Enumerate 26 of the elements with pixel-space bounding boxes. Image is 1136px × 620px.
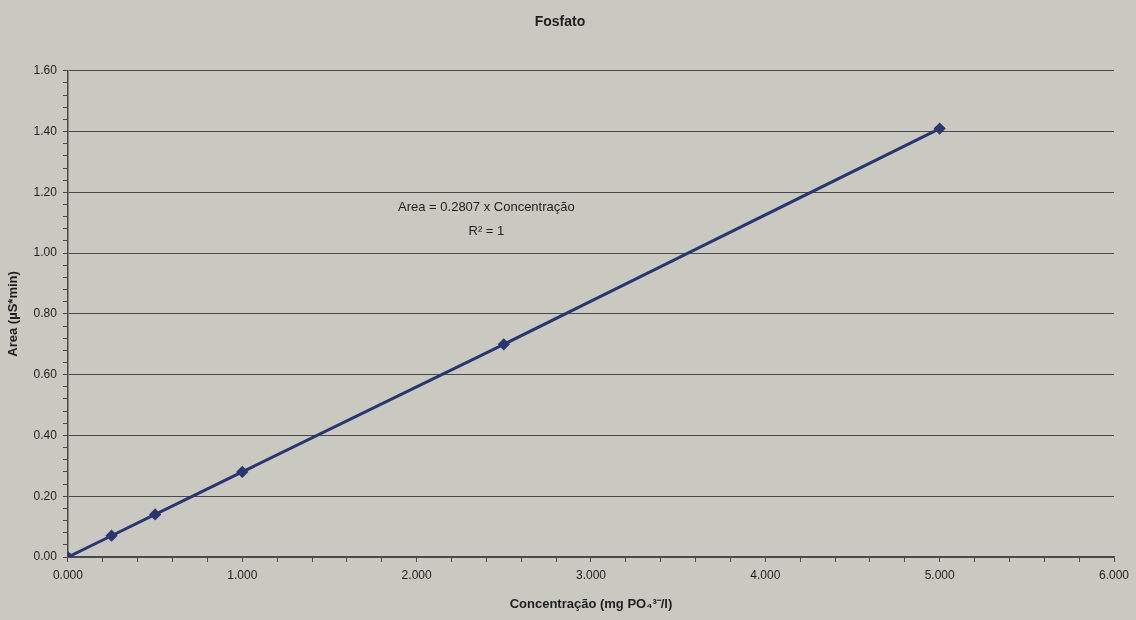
y-tick-label: 1.00: [33, 245, 58, 260]
x-tick-label: 2.000: [401, 567, 432, 582]
x-tick-label: 1.000: [227, 567, 258, 582]
point: [236, 466, 248, 478]
y-tick-label: 0.00: [33, 549, 58, 564]
chart-title: Fosfato: [534, 13, 586, 30]
point: [934, 123, 946, 135]
x-tick-label: 0.000: [52, 567, 84, 582]
point: [498, 338, 510, 350]
y-tick-label: 0.60: [33, 366, 58, 381]
x-tick-label: 6.000: [1098, 567, 1130, 582]
annotation: Area = 0.2807 x Concentração: [398, 198, 575, 214]
y-tick-label: 0.80: [33, 306, 58, 321]
y-tick-label: 0.20: [33, 488, 58, 503]
point: [106, 530, 118, 542]
y-tick-label: 1.60: [33, 63, 58, 78]
point: [149, 508, 161, 520]
x-tick-label: 3.000: [575, 567, 607, 582]
annotation: R² = 1: [468, 222, 505, 238]
y-tick-label: 1.40: [33, 123, 58, 138]
x-axis-title: Concentração (mg PO₄³⁻/l): [509, 595, 673, 611]
x-tick-label: 5.000: [924, 567, 955, 582]
y-tick-label: 0.40: [33, 427, 58, 442]
x-tick-label: 4.000: [750, 567, 781, 582]
y-axis-title: Area (µS*min): [5, 271, 21, 357]
y-tick-label: 1.20: [33, 184, 58, 199]
